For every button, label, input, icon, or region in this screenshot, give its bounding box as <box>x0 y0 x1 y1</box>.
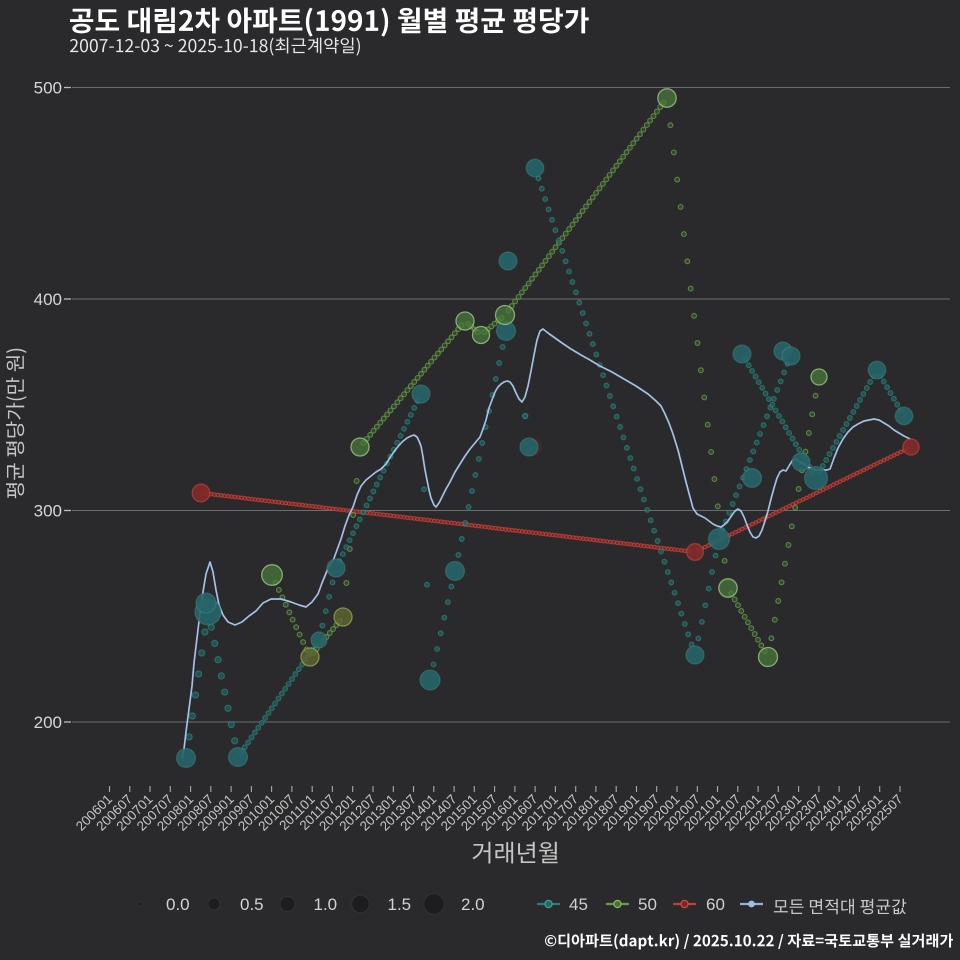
svg-text:1.0: 1.0 <box>314 895 338 914</box>
svg-text:0.5: 0.5 <box>240 895 264 914</box>
svg-text:1.5: 1.5 <box>388 895 412 914</box>
svg-text:0.0: 0.0 <box>166 895 190 914</box>
svg-text:300: 300 <box>34 502 62 521</box>
svg-text:200: 200 <box>34 713 62 732</box>
svg-text:50: 50 <box>638 895 657 914</box>
svg-text:400: 400 <box>34 290 62 309</box>
svg-text:60: 60 <box>706 895 725 914</box>
svg-text:45: 45 <box>569 895 588 914</box>
svg-text:500: 500 <box>34 79 62 98</box>
svg-text:2.0: 2.0 <box>461 895 485 914</box>
